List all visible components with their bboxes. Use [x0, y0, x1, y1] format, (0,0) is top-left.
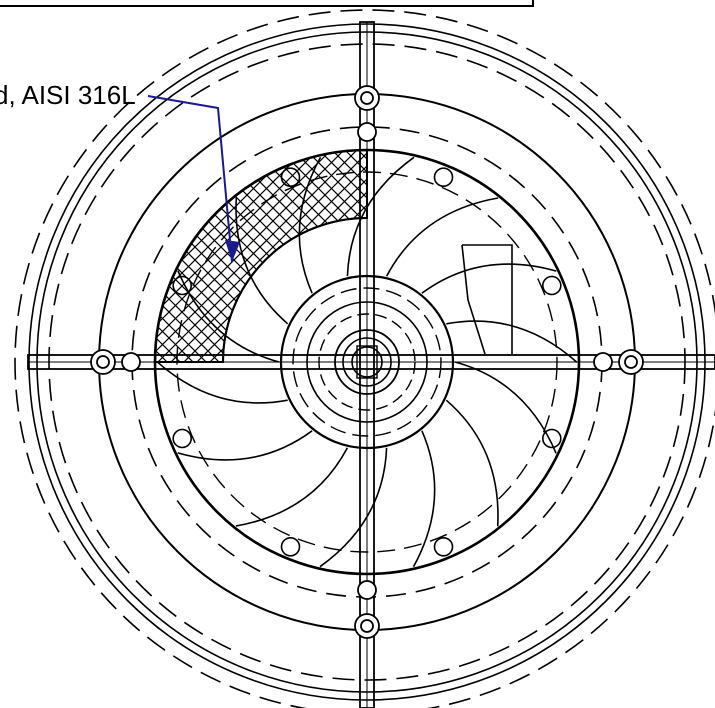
impeller-blade: [177, 430, 313, 461]
impeller-blade: [235, 447, 349, 527]
hatched-section: [155, 150, 367, 362]
impeller-blade: [446, 320, 578, 363]
title-block-frame: [0, 0, 534, 7]
rim-lug: [541, 428, 562, 449]
impeller-blades: [156, 156, 578, 568]
rim-lug: [172, 428, 192, 449]
impeller-blade: [156, 361, 288, 404]
impeller-blade: [235, 197, 289, 325]
impeller-blade: [177, 270, 280, 363]
mounting-bosses: [90, 85, 644, 639]
impeller-blade: [298, 156, 322, 294]
impeller-blade: [445, 399, 499, 527]
impeller-blade: [421, 263, 557, 294]
rim-lug: [433, 536, 454, 557]
rim-lug: [172, 275, 192, 296]
rim-lug: [280, 536, 301, 557]
callout-arrowhead: [225, 240, 240, 262]
rim-lug: [541, 275, 562, 296]
rim-lug: [280, 167, 301, 187]
impeller-blade: [454, 361, 557, 454]
impeller-blade: [385, 197, 499, 277]
impeller-blade: [319, 447, 388, 568]
impeller-blade: [412, 430, 436, 568]
rim-lugs: [172, 167, 562, 557]
inlet-cutout: [461, 244, 513, 355]
material-callout-label: d, AISI 316L: [0, 80, 136, 110]
impeller-blade: [346, 156, 415, 277]
callout-leader: [147, 95, 233, 263]
rim-lug: [433, 167, 454, 187]
